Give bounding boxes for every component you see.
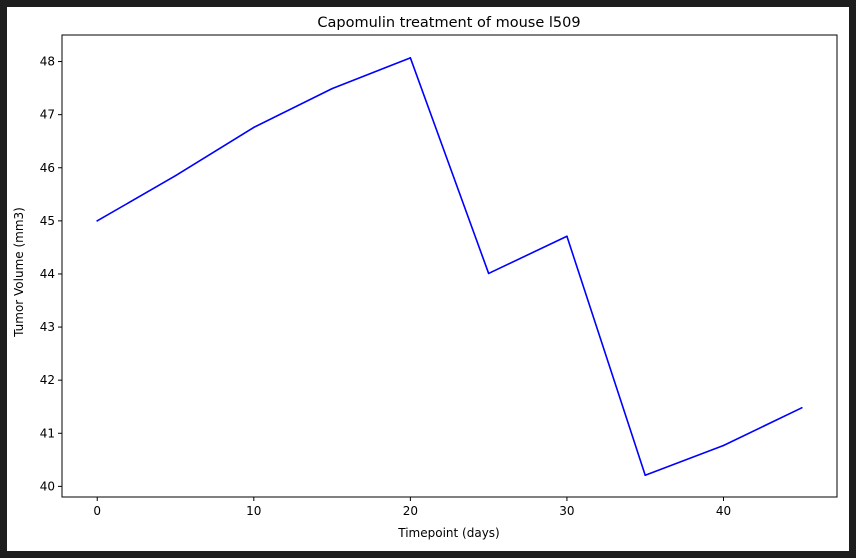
x-tick-label: 20 [403, 504, 418, 518]
plot-area-frame [61, 34, 838, 498]
y-tick-label: 46 [40, 161, 55, 175]
data-point [566, 235, 568, 238]
data-point [487, 272, 490, 275]
x-axis-label: Timepoint (days) [397, 526, 499, 540]
data-point [96, 220, 99, 222]
y-tick-label: 40 [40, 479, 55, 493]
y-tick-label: 43 [40, 320, 55, 334]
x-tick-label: 0 [93, 504, 101, 518]
y-tick-label: 47 [40, 108, 55, 122]
data-point [409, 57, 412, 59]
x-tick-label: 30 [559, 504, 574, 518]
data-point [331, 87, 333, 90]
data-point [174, 174, 177, 177]
x-axis: 0 10 20 30 40 [93, 497, 731, 518]
y-axis-label: Tumor Volume (mm3) [12, 207, 26, 338]
chart-figure: Capomulin treatment of mouse l509 40 41 42… [7, 7, 849, 551]
x-tick-label: 10 [246, 504, 261, 518]
x-tick-label: 40 [716, 504, 731, 518]
data-point [722, 444, 725, 447]
data-point [252, 126, 255, 129]
y-tick-label: 41 [40, 426, 55, 440]
chart-title: Capomulin treatment of mouse l509 [317, 15, 580, 31]
y-tick-label: 42 [40, 373, 55, 387]
y-tick-label: 44 [40, 267, 55, 281]
y-axis: 40 41 42 43 44 45 46 47 48 [40, 55, 62, 493]
data-point [644, 474, 647, 477]
series-layer [96, 57, 803, 477]
y-tick-label: 45 [40, 214, 55, 228]
data-point [800, 406, 803, 409]
y-tick-label: 48 [40, 55, 55, 69]
series-line [96, 57, 803, 477]
line-chart: Capomulin treatment of mouse l509 40 41 42… [12, 15, 838, 540]
